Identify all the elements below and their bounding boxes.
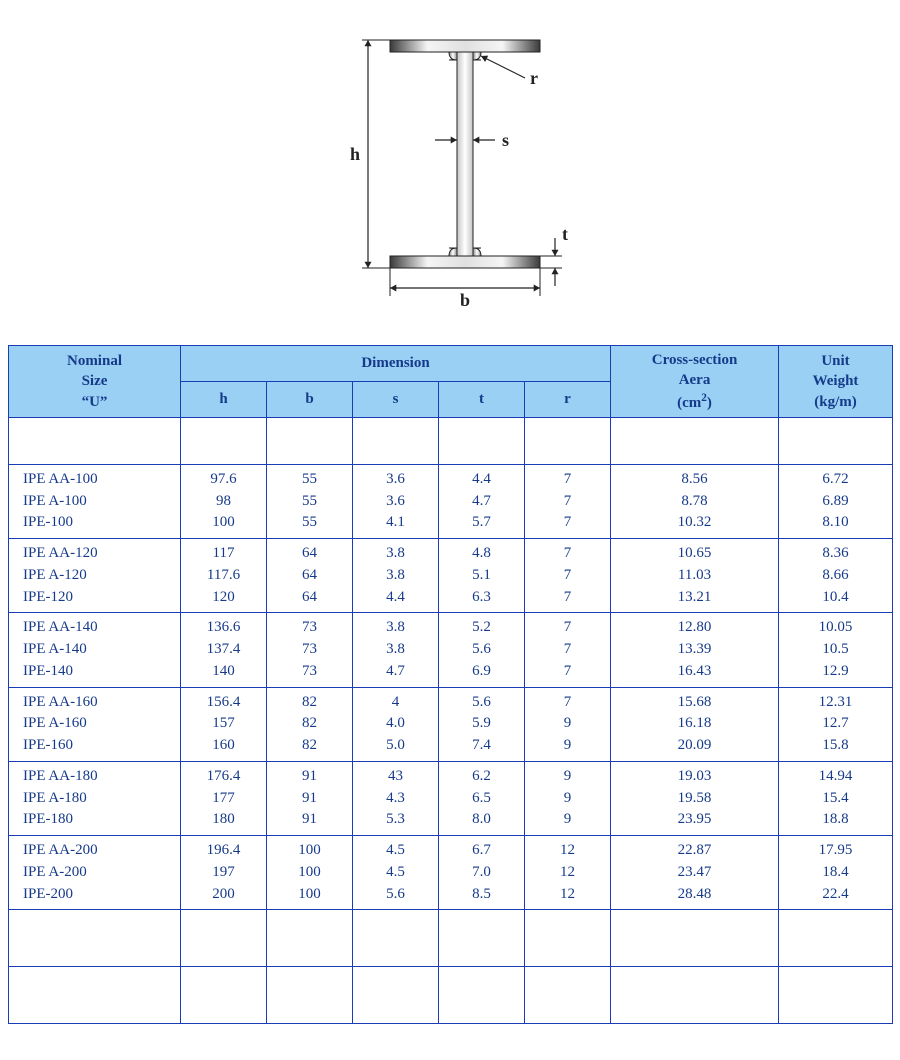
- cell-r: 121212: [525, 836, 611, 910]
- col-nominal: Nominal Size “U”: [9, 346, 181, 418]
- col-r: r: [525, 381, 611, 417]
- cell-area: 19.0319.5823.95: [611, 761, 779, 835]
- table-row: IPE AA-120IPE A-120IPE-120117117.6120646…: [9, 539, 893, 613]
- col-s: s: [353, 381, 439, 417]
- table-body: IPE AA-100IPE A-100IPE-10097.69810055555…: [9, 417, 893, 1024]
- cell-t: 5.25.66.9: [439, 613, 525, 687]
- table-row: IPE AA-100IPE A-100IPE-10097.69810055555…: [9, 464, 893, 538]
- diagram-label-b: b: [460, 290, 470, 310]
- cell-wt: 12.3112.715.8: [779, 687, 893, 761]
- cell-t: 4.44.75.7: [439, 464, 525, 538]
- cell-r: 777: [525, 464, 611, 538]
- cell-b: 555555: [267, 464, 353, 538]
- cell-wt: 10.0510.512.9: [779, 613, 893, 687]
- table-header: Nominal Size “U” Dimension Cross-section…: [9, 346, 893, 418]
- ipe-dimensions-table: Nominal Size “U” Dimension Cross-section…: [8, 345, 893, 1024]
- cell-h: 97.698100: [181, 464, 267, 538]
- table-row: IPE AA-140IPE A-140IPE-140136.6137.41407…: [9, 613, 893, 687]
- cell-nominal: IPE AA-140IPE A-140IPE-140: [9, 613, 181, 687]
- cell-b: 828282: [267, 687, 353, 761]
- cell-h: 196.4197200: [181, 836, 267, 910]
- cell-nominal: IPE AA-100IPE A-100IPE-100: [9, 464, 181, 538]
- ibeam-diagram: h b s t r: [0, 0, 900, 345]
- col-area: Cross-section Aera (cm2): [611, 346, 779, 418]
- col-t: t: [439, 381, 525, 417]
- cell-wt: 6.726.898.10: [779, 464, 893, 538]
- cell-wt: 17.9518.422.4: [779, 836, 893, 910]
- cell-s: 3.83.84.7: [353, 613, 439, 687]
- table-spacer-row: [9, 417, 893, 464]
- cell-t: 5.65.97.4: [439, 687, 525, 761]
- cell-nominal: IPE AA-160IPE A-160IPE-160: [9, 687, 181, 761]
- table-spacer-row: [9, 967, 893, 1024]
- diagram-label-r: r: [530, 68, 538, 88]
- table-row: IPE AA-180IPE A-180IPE-180176.4177180919…: [9, 761, 893, 835]
- cell-s: 3.83.84.4: [353, 539, 439, 613]
- cell-t: 4.85.16.3: [439, 539, 525, 613]
- cell-area: 10.6511.0313.21: [611, 539, 779, 613]
- cell-area: 12.8013.3916.43: [611, 613, 779, 687]
- diagram-label-h: h: [350, 144, 360, 164]
- cell-area: 8.568.7810.32: [611, 464, 779, 538]
- cell-r: 777: [525, 613, 611, 687]
- cell-nominal: IPE AA-180IPE A-180IPE-180: [9, 761, 181, 835]
- cell-area: 15.6816.1820.09: [611, 687, 779, 761]
- cell-h: 156.4157160: [181, 687, 267, 761]
- cell-h: 136.6137.4140: [181, 613, 267, 687]
- cell-t: 6.77.08.5: [439, 836, 525, 910]
- cell-b: 100100100: [267, 836, 353, 910]
- cell-r: 799: [525, 687, 611, 761]
- cell-s: 3.63.64.1: [353, 464, 439, 538]
- col-dimension: Dimension: [181, 346, 611, 382]
- cell-b: 919191: [267, 761, 353, 835]
- diagram-label-t: t: [562, 224, 568, 244]
- cell-h: 176.4177180: [181, 761, 267, 835]
- table-spacer-row: [9, 910, 893, 967]
- diagram-label-s: s: [502, 130, 509, 150]
- cell-h: 117117.6120: [181, 539, 267, 613]
- table-row: IPE AA-160IPE A-160IPE-160156.4157160828…: [9, 687, 893, 761]
- cell-s: 434.35.3: [353, 761, 439, 835]
- cell-area: 22.8723.4728.48: [611, 836, 779, 910]
- cell-wt: 8.368.6610.4: [779, 539, 893, 613]
- cell-s: 44.05.0: [353, 687, 439, 761]
- cell-r: 999: [525, 761, 611, 835]
- cell-nominal: IPE AA-200IPE A-200IPE-200: [9, 836, 181, 910]
- table-row: IPE AA-200IPE A-200IPE-200196.4197200100…: [9, 836, 893, 910]
- col-b: b: [267, 381, 353, 417]
- col-weight: Unit Weight (kg/m): [779, 346, 893, 418]
- cell-b: 737373: [267, 613, 353, 687]
- col-h: h: [181, 381, 267, 417]
- cell-r: 777: [525, 539, 611, 613]
- cell-t: 6.26.58.0: [439, 761, 525, 835]
- cell-nominal: IPE AA-120IPE A-120IPE-120: [9, 539, 181, 613]
- cell-wt: 14.9415.418.8: [779, 761, 893, 835]
- cell-b: 646464: [267, 539, 353, 613]
- cell-s: 4.54.55.6: [353, 836, 439, 910]
